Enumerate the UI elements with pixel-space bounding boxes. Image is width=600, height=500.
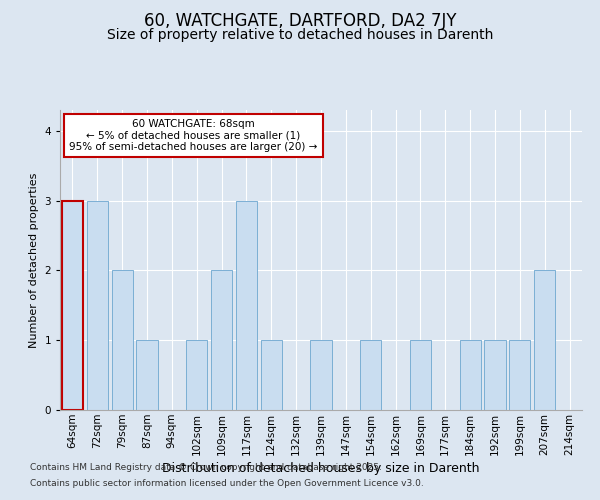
Bar	[460, 340, 481, 410]
Bar	[534, 270, 555, 410]
Bar	[136, 340, 158, 410]
X-axis label: Distribution of detached houses by size in Darenth: Distribution of detached houses by size …	[162, 462, 480, 475]
Y-axis label: Number of detached properties: Number of detached properties	[29, 172, 39, 348]
Bar	[186, 340, 207, 410]
Bar	[310, 340, 332, 410]
Text: 60 WATCHGATE: 68sqm
← 5% of detached houses are smaller (1)
95% of semi-detached: 60 WATCHGATE: 68sqm ← 5% of detached hou…	[69, 119, 317, 152]
Bar	[62, 200, 83, 410]
Bar	[484, 340, 506, 410]
Bar	[112, 270, 133, 410]
Bar	[87, 200, 108, 410]
Bar	[509, 340, 530, 410]
Bar	[410, 340, 431, 410]
Bar	[261, 340, 282, 410]
Bar	[211, 270, 232, 410]
Bar	[360, 340, 381, 410]
Text: Size of property relative to detached houses in Darenth: Size of property relative to detached ho…	[107, 28, 493, 42]
Bar	[236, 200, 257, 410]
Text: 60, WATCHGATE, DARTFORD, DA2 7JY: 60, WATCHGATE, DARTFORD, DA2 7JY	[144, 12, 456, 30]
Text: Contains HM Land Registry data © Crown copyright and database right 2025.: Contains HM Land Registry data © Crown c…	[30, 464, 382, 472]
Text: Contains public sector information licensed under the Open Government Licence v3: Contains public sector information licen…	[30, 478, 424, 488]
